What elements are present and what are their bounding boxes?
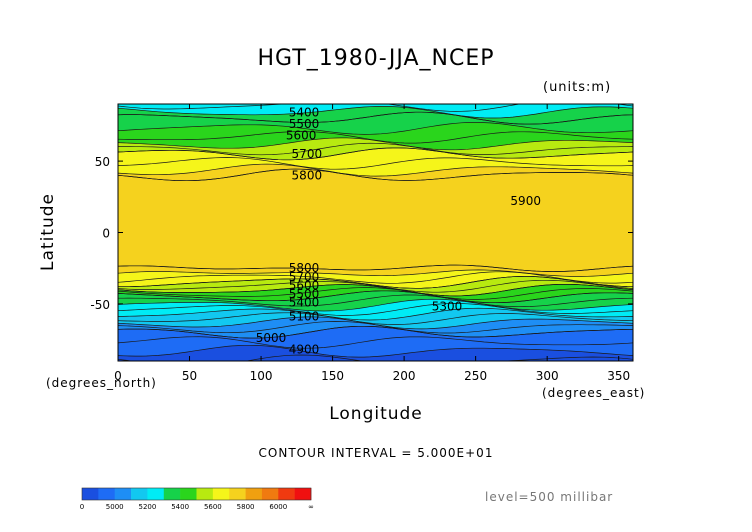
- colorbar-swatch: [229, 488, 246, 500]
- contour-line: [118, 336, 633, 349]
- contour-label: 5100: [289, 310, 320, 324]
- contour-line: [118, 137, 633, 151]
- contour-line: [118, 276, 633, 289]
- y-axis: -50 0 50: [90, 155, 633, 312]
- contour-line: [118, 303, 633, 316]
- contour-line: [118, 279, 633, 293]
- colorbar-swatch: [82, 488, 99, 500]
- y-tick-label: 0: [102, 227, 110, 241]
- y-axis-units-note: (degrees_north): [46, 376, 157, 390]
- x-tick-label: 100: [250, 369, 273, 383]
- colorbar-swatch: [261, 488, 279, 500]
- x-tick-label: 300: [536, 369, 559, 383]
- colorbar-tick-label: 6000: [269, 503, 287, 511]
- contour-line: [118, 307, 633, 321]
- contour-line: [118, 106, 633, 119]
- contour-line: [118, 321, 633, 334]
- units-note: (units:m): [543, 80, 612, 95]
- x-axis-label: Longitude: [329, 404, 423, 424]
- y-axis-label: Latitude: [38, 193, 58, 271]
- colorbar-swatch: [180, 488, 197, 500]
- colorbar-swatch: [196, 488, 214, 500]
- contour-label: 5000: [256, 331, 287, 345]
- y-tick-label: 50: [95, 155, 110, 169]
- colorbar-tick-label: 5400: [171, 503, 189, 511]
- contour-label: 5700: [292, 147, 323, 161]
- contour-label: 5400: [289, 106, 320, 120]
- contour-line: [118, 325, 633, 339]
- contour-label: 4900: [289, 343, 320, 357]
- contour-label: 5500: [289, 287, 320, 301]
- x-axis-units-note: (degrees_east): [542, 386, 646, 400]
- colorbar-swatch: [98, 488, 116, 500]
- contour-line: [118, 104, 633, 112]
- contour-lines: [118, 104, 633, 361]
- y-tick-label: -50: [90, 298, 110, 312]
- colorbar-swatch: [212, 488, 230, 500]
- x-tick-label: 250: [464, 369, 487, 383]
- contour-label: 5900: [510, 194, 541, 208]
- contour-line: [118, 111, 633, 125]
- x-tick-label: 0: [114, 369, 122, 383]
- x-tick-label: 350: [607, 369, 630, 383]
- colorbar-swatch: [294, 488, 312, 500]
- colorbar-swatch: [147, 488, 165, 500]
- colorbar-legend: 0 5000 5200 5400 5600 5800 6000 ∞: [80, 487, 314, 511]
- contour-line: [118, 122, 633, 135]
- contour-line: [118, 294, 633, 308]
- contour-label: 5800: [292, 168, 323, 182]
- contour-line: [118, 312, 633, 325]
- contour-line: [118, 344, 633, 358]
- contour-line: [118, 168, 633, 182]
- x-tick-label: 50: [182, 369, 197, 383]
- colorbar-swatch: [278, 488, 295, 500]
- colorbar-tick-label: ∞: [308, 503, 314, 511]
- contour-line: [118, 298, 633, 312]
- colorbar-swatch: [114, 488, 132, 500]
- contour-label: 5800: [289, 261, 320, 275]
- colorbar-frame: [81, 487, 312, 501]
- x-tick-label: 200: [393, 369, 416, 383]
- contour-line: [118, 264, 633, 272]
- x-axis: 0 50 100 150 200 250 300 350: [114, 104, 630, 383]
- contour-interval-note: CONTOUR INTERVAL = 5.000E+01: [258, 446, 494, 460]
- contour-line: [118, 157, 633, 170]
- contour-line: [118, 287, 633, 300]
- contour-label: 5500: [289, 117, 320, 131]
- colorbar-swatch: [131, 488, 148, 500]
- colorbar-tick-label: 5200: [139, 503, 157, 511]
- contour-label: 5600: [289, 278, 320, 292]
- colorbar-tick-label: 0: [80, 503, 84, 511]
- chart-title: HGT_1980-JJA_NCEP: [257, 46, 495, 71]
- contour-line: [118, 271, 633, 284]
- contour-label: 5400: [289, 295, 320, 309]
- x-tick-label: 150: [321, 369, 344, 383]
- contour-labels: 5400550056005700580059005800570056005500…: [256, 106, 541, 357]
- colorbar-tick-label: 5600: [204, 503, 222, 511]
- contour-line: [118, 147, 633, 161]
- contour-fills: [118, 104, 633, 361]
- contour-label: 5600: [286, 128, 317, 142]
- contour-line: [118, 163, 633, 177]
- contour-line: [118, 290, 633, 304]
- level-note: level=500 millibar: [485, 490, 614, 504]
- contour-line: [118, 142, 633, 156]
- contour-band: [118, 168, 633, 272]
- colorbar-tick-label: 5000: [106, 503, 124, 511]
- colorbar-tick-label: 5800: [237, 503, 255, 511]
- contour-line: [118, 283, 633, 297]
- contour-label: 5700: [289, 270, 320, 284]
- colorbar-swatch: [163, 488, 181, 500]
- contour-label: 5300: [432, 300, 463, 314]
- contour-line: [118, 269, 633, 277]
- colorbar-swatch: [245, 488, 263, 500]
